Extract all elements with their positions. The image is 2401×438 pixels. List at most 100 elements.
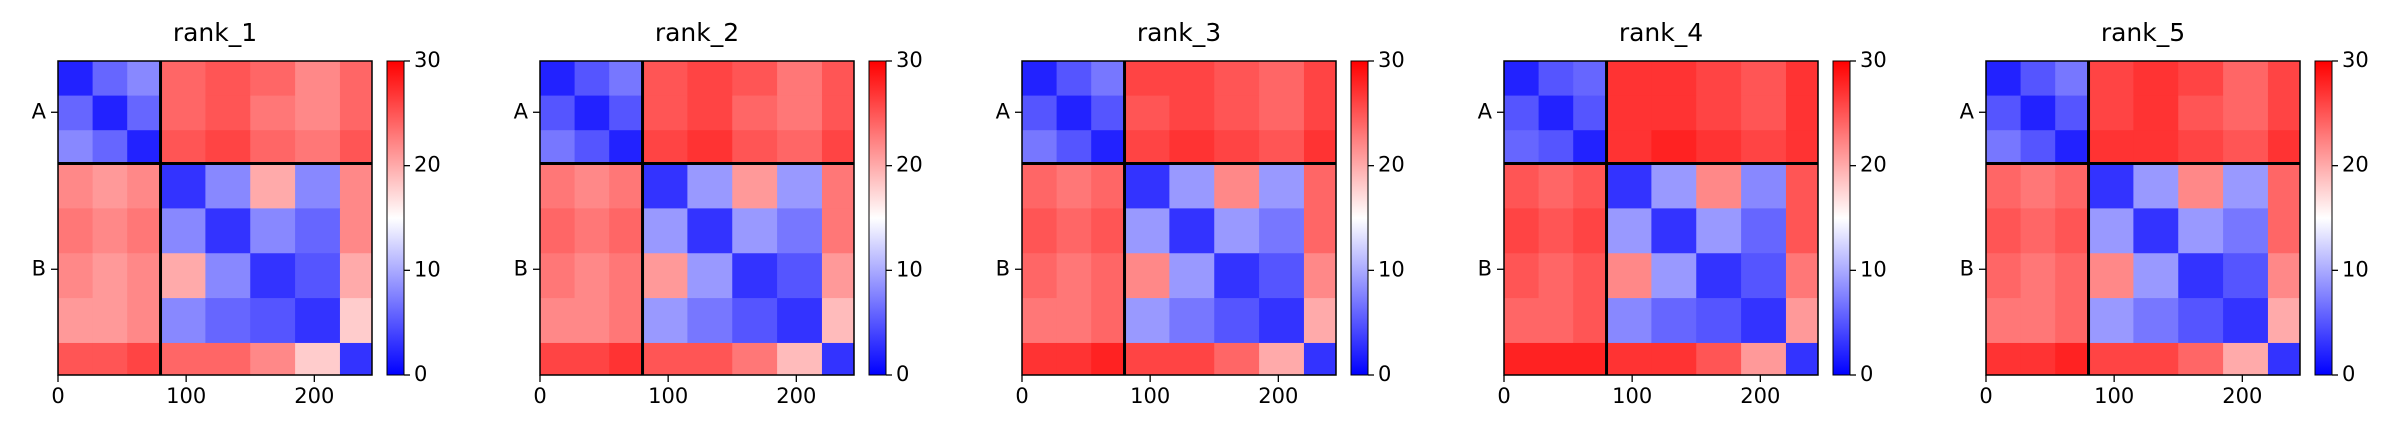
heatmap-cell <box>1091 298 1126 344</box>
heatmap-cell <box>1986 298 2022 344</box>
heatmap-cell <box>574 342 610 376</box>
heatmap-cell <box>127 61 162 97</box>
heatmap-cell <box>2055 61 2090 97</box>
heatmap-cell <box>2133 253 2179 299</box>
heatmap-cell <box>160 253 206 299</box>
heatmap-cell <box>295 342 341 376</box>
heatmap-cell <box>1303 163 1337 209</box>
heatmap-cell <box>732 130 778 165</box>
x-tick-label: 100 <box>648 384 688 408</box>
x-tick-label: 100 <box>2094 384 2134 408</box>
heatmap-cell <box>2267 253 2301 299</box>
heatmap-cell <box>2178 61 2224 97</box>
heatmap-cell <box>1056 130 1092 165</box>
heatmap-cell <box>2133 208 2179 254</box>
heatmap-cell <box>1606 298 1652 344</box>
heatmap-cell <box>1651 163 1697 209</box>
heatmap-cell <box>1538 130 1574 165</box>
heatmap-cell <box>642 208 688 254</box>
x-tick-label: 200 <box>776 384 816 408</box>
colorbar-tick-label: 10 <box>414 257 441 281</box>
heatmap-cell <box>540 95 576 131</box>
heatmap-cell <box>1986 95 2022 131</box>
heatmap-cell <box>1303 342 1337 376</box>
heatmap-cell <box>609 95 644 131</box>
heatmap-cell <box>1259 95 1305 131</box>
heatmap-cell <box>205 208 251 254</box>
heatmap-cell <box>339 298 373 344</box>
heatmap-cell <box>2133 61 2179 97</box>
heatmap-cell <box>1259 130 1305 165</box>
heatmap-cell <box>1573 253 1608 299</box>
heatmap-cell <box>1606 163 1652 209</box>
heatmap-cell <box>250 95 296 131</box>
heatmap-cell <box>1606 253 1652 299</box>
heatmap-cell <box>1259 61 1305 97</box>
heatmap-cell <box>777 298 823 344</box>
x-tick-label: 100 <box>1130 384 1170 408</box>
heatmap-cell <box>1538 163 1574 209</box>
heatmap-cell <box>2055 95 2090 131</box>
heatmap-cell <box>1214 342 1260 376</box>
heatmap-cell <box>1259 208 1305 254</box>
colorbar-tick-label: 30 <box>1860 48 1887 72</box>
heatmap-cell <box>1504 163 1540 209</box>
heatmap-cell <box>2088 342 2134 376</box>
y-tick-label: B <box>1478 256 1492 280</box>
heatmap-cell <box>1214 298 1260 344</box>
heatmap-cell <box>2020 298 2056 344</box>
x-tick-label: 200 <box>1740 384 1780 408</box>
heatmap-cell <box>339 130 373 165</box>
heatmap-cell <box>642 342 688 376</box>
colorbar <box>1832 60 1851 376</box>
heatmap-cell <box>205 298 251 344</box>
heatmap-cell <box>687 208 733 254</box>
heatmap-cell <box>540 298 576 344</box>
heatmap-cell <box>127 253 162 299</box>
heatmap-cell <box>1696 253 1742 299</box>
heatmap-cell <box>1022 208 1058 254</box>
heatmap-cell <box>1741 163 1787 209</box>
heatmap-cell <box>2267 342 2301 376</box>
heatmap-cell <box>58 208 94 254</box>
heatmap-cell <box>732 61 778 97</box>
heatmap-cell <box>821 163 855 209</box>
heatmap-cell <box>1124 95 1170 131</box>
heatmap-cell <box>1573 163 1608 209</box>
heatmap-cell <box>687 130 733 165</box>
heatmap-cell <box>2020 61 2056 97</box>
heatmap-cell <box>127 342 162 376</box>
heatmap-cell <box>1986 130 2022 165</box>
heatmap-cell <box>1214 208 1260 254</box>
heatmap-cell <box>1651 61 1697 97</box>
heatmap-cell <box>1573 208 1608 254</box>
heatmap-cell <box>205 163 251 209</box>
panel: rank_3 0 100 200 A B 0 10 20 30 <box>996 18 1405 408</box>
heatmap-cell <box>160 342 206 376</box>
heatmap-cell <box>687 95 733 131</box>
heatmap-cell <box>2020 208 2056 254</box>
heatmap-cell <box>1651 95 1697 131</box>
heatmap-cell <box>58 298 94 344</box>
heatmap-cell <box>250 208 296 254</box>
heatmap-cell <box>609 61 644 97</box>
heatmap-cell <box>205 342 251 376</box>
y-tick-label: A <box>514 99 529 123</box>
heatmap-cell <box>1214 95 1260 131</box>
heatmap-cell <box>777 208 823 254</box>
heatmap-cell <box>2223 342 2269 376</box>
heatmap-cell <box>1091 95 1126 131</box>
heatmap-cell <box>1056 61 1092 97</box>
heatmap-cell <box>777 95 823 131</box>
heatmap-cell <box>821 61 855 97</box>
heatmap-cell <box>609 130 644 165</box>
heatmap-cell <box>250 298 296 344</box>
heatmap-cell <box>1214 130 1260 165</box>
panel-title: rank_2 <box>655 18 739 47</box>
heatmap-cell <box>1091 61 1126 97</box>
heatmap-cell <box>2178 208 2224 254</box>
heatmap-cell <box>92 342 128 376</box>
heatmap-cell <box>339 342 373 376</box>
heatmap-cell <box>1056 208 1092 254</box>
heatmap-cell <box>1056 163 1092 209</box>
